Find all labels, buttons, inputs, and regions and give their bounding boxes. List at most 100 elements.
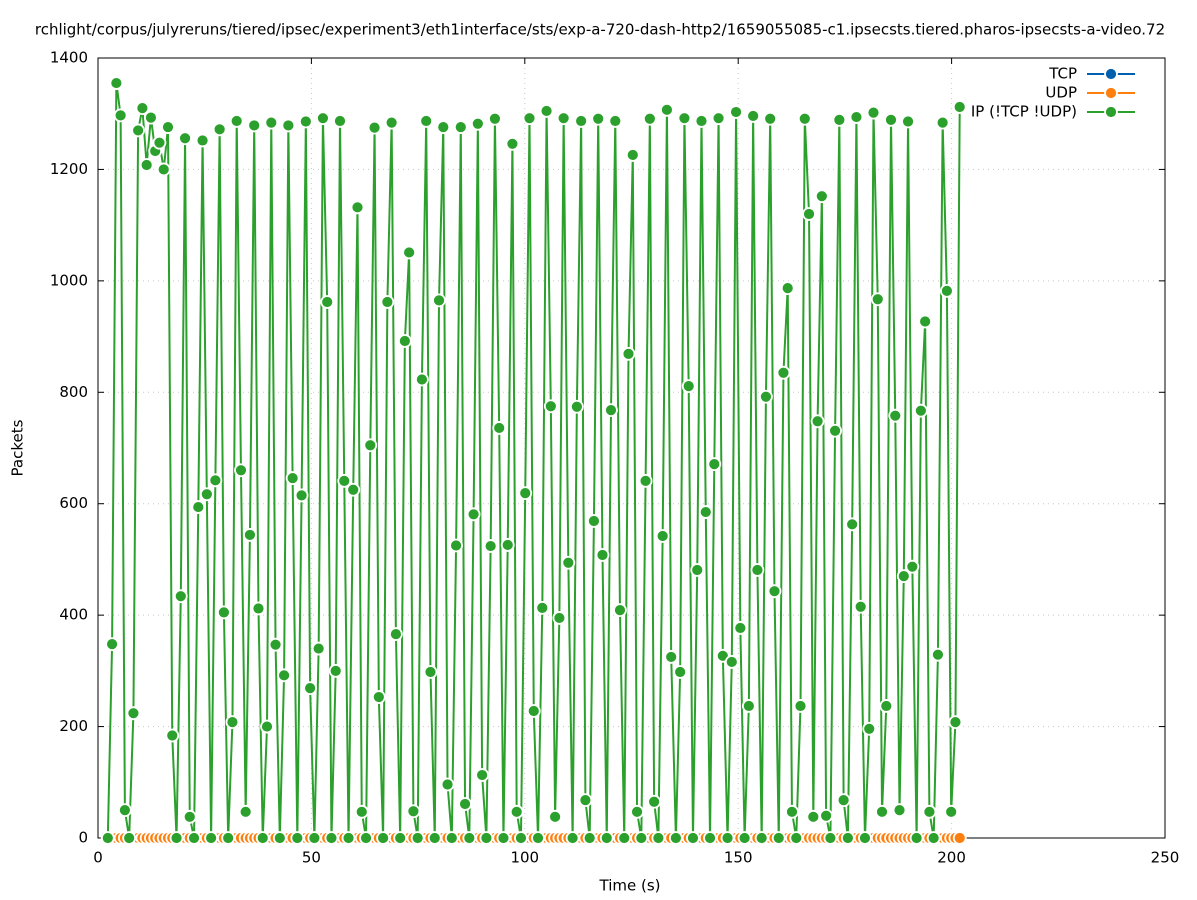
legend-label: TCP xyxy=(1048,65,1077,83)
data-point xyxy=(410,831,425,845)
data-point xyxy=(307,831,322,845)
x-tick-label: 50 xyxy=(302,849,321,867)
chart-title: rchlight/corpus/julyreruns/tiered/ipsec/… xyxy=(35,21,1165,39)
data-point xyxy=(122,831,137,845)
data-point xyxy=(806,809,821,824)
data-point xyxy=(926,831,941,845)
data-point xyxy=(582,831,597,845)
y-tick-label: 0 xyxy=(78,829,88,847)
data-point xyxy=(814,189,829,204)
x-axis-label: Time (s) xyxy=(599,877,661,895)
data-point xyxy=(531,831,545,845)
data-point xyxy=(591,111,606,126)
data-point xyxy=(793,699,808,713)
data-point xyxy=(853,599,868,614)
data-point xyxy=(539,104,554,118)
data-point xyxy=(225,715,240,730)
data-point xyxy=(613,603,627,618)
data-point xyxy=(836,793,851,808)
data-point xyxy=(875,804,889,819)
data-point xyxy=(483,539,498,553)
data-point xyxy=(277,668,291,683)
data-point xyxy=(741,699,756,713)
data-point xyxy=(406,804,421,819)
data-point xyxy=(389,627,403,641)
data-point xyxy=(272,831,287,845)
data-point xyxy=(866,105,881,120)
data-point xyxy=(754,831,769,845)
data-point xyxy=(901,114,915,129)
data-point xyxy=(690,563,705,577)
data-point xyxy=(896,569,911,584)
data-point xyxy=(453,120,468,134)
data-point xyxy=(105,637,119,652)
data-point xyxy=(290,831,305,845)
data-point xyxy=(733,621,748,635)
data-point xyxy=(380,295,395,309)
data-point xyxy=(298,114,313,129)
y-tick-label: 200 xyxy=(59,717,88,735)
data-point xyxy=(771,831,786,845)
data-point xyxy=(913,403,928,418)
data-point xyxy=(466,507,481,522)
data-point xyxy=(677,111,692,126)
legend-marker xyxy=(1104,105,1118,119)
data-point xyxy=(144,110,158,125)
data-point xyxy=(763,111,778,126)
data-point xyxy=(578,793,593,808)
data-point xyxy=(514,831,528,845)
data-point xyxy=(195,133,210,148)
data-point xyxy=(759,389,773,404)
data-point xyxy=(905,559,920,574)
data-point xyxy=(642,111,657,126)
data-point xyxy=(432,293,446,308)
data-point xyxy=(320,295,335,309)
legend-label: UDP xyxy=(1045,84,1077,102)
data-point xyxy=(737,831,752,845)
y-tick-label: 800 xyxy=(59,383,88,401)
data-point xyxy=(221,831,236,845)
data-point xyxy=(363,438,378,453)
data-point xyxy=(518,486,533,501)
data-point xyxy=(229,114,244,128)
data-point xyxy=(303,681,318,696)
data-point xyxy=(720,831,735,845)
data-point xyxy=(565,831,580,845)
data-point xyxy=(359,831,373,845)
data-point xyxy=(311,641,326,656)
data-point xyxy=(918,314,933,329)
data-point xyxy=(294,488,309,503)
data-point xyxy=(729,105,743,119)
data-point xyxy=(595,548,610,562)
data-point xyxy=(858,831,872,845)
data-point xyxy=(587,514,601,528)
x-tick-label: 200 xyxy=(937,849,966,867)
data-point xyxy=(204,831,219,845)
data-point xyxy=(819,808,834,823)
data-point xyxy=(126,706,141,721)
data-point xyxy=(651,831,666,845)
data-point xyxy=(470,116,485,131)
data-point xyxy=(686,831,700,845)
data-point xyxy=(604,403,618,418)
y-tick-label: 400 xyxy=(59,606,88,624)
data-point xyxy=(397,334,412,348)
data-point xyxy=(350,200,365,215)
data-point xyxy=(264,115,279,130)
data-point xyxy=(100,831,115,845)
data-point xyxy=(879,699,894,713)
data-point xyxy=(849,110,864,124)
data-point xyxy=(767,584,782,599)
data-point xyxy=(638,473,653,488)
data-point xyxy=(694,114,709,128)
data-point xyxy=(526,704,541,718)
data-point xyxy=(888,408,903,423)
data-point xyxy=(630,804,644,819)
data-point xyxy=(341,831,356,845)
y-tick-label: 1400 xyxy=(50,49,88,67)
data-point xyxy=(668,831,683,845)
data-point xyxy=(884,112,898,127)
data-point xyxy=(281,118,296,133)
data-point xyxy=(569,399,584,414)
data-point xyxy=(462,831,477,845)
